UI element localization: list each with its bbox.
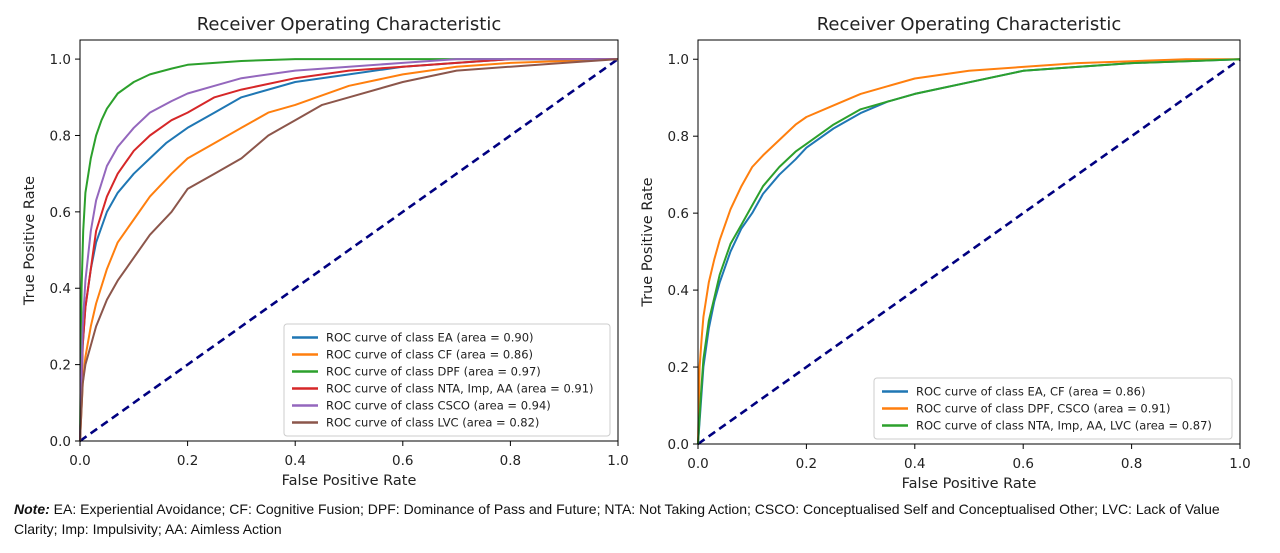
- panel2-diagonal-line: [697, 58, 1241, 446]
- panel2-y-tick-label: 1.0: [668, 52, 689, 68]
- panel2-x-tick-label: 0.4: [904, 456, 925, 472]
- panel1-x-tick-label: 0.4: [284, 453, 305, 469]
- note-text: EA: Experiential Avoidance; CF: Cognitiv…: [14, 501, 1220, 537]
- panel1-x-tick-label: 0.0: [69, 453, 90, 469]
- panel1-x-tick-label: 1.0: [607, 453, 628, 469]
- panel1-legend-label-5: ROC curve of class CSCO (area = 0.94): [326, 399, 551, 413]
- note-label: Note:: [14, 501, 50, 517]
- panel1-axes-frame: [79, 39, 619, 442]
- figure-note: Note: EA: Experiential Avoidance; CF: Co…: [14, 499, 1259, 539]
- panel2-axes-frame: [697, 39, 1241, 445]
- panel2-x-tick-label: 1.0: [1229, 456, 1250, 472]
- panel2-x-tick-label: 0.6: [1012, 456, 1033, 472]
- panel2-x-axis-label: False Positive Rate: [902, 476, 1037, 492]
- panel1-x-axis-label: False Positive Rate: [282, 473, 417, 489]
- panel2-series-2-line: [697, 58, 1240, 445]
- panel2-plot-area: [698, 40, 1240, 444]
- panel1-y-tick-label: 0.8: [50, 128, 71, 144]
- panel2-chart-title: Receiver Operating Characteristic: [817, 14, 1122, 35]
- panel2-legend-label-1: ROC curve of class EA, CF (area = 0.86): [916, 385, 1145, 399]
- panel1-series-4-line: [79, 58, 618, 442]
- panel2-y-tick-label: 0.2: [668, 360, 689, 376]
- panel1-x-tick-label: 0.8: [500, 453, 521, 469]
- panel2-legend-label-3: ROC curve of class NTA, Imp, AA, LVC (ar…: [916, 419, 1212, 433]
- panel1-y-tick-label: 0.0: [50, 434, 71, 450]
- panel1-diagonal-line: [79, 58, 619, 443]
- panel1-y-tick-label: 1.0: [50, 52, 71, 68]
- panel2-x-tick-label: 0.0: [687, 456, 708, 472]
- panel2-legend-label-2: ROC curve of class DPF, CSCO (area = 0.9…: [916, 402, 1171, 416]
- panel1-series-3-line: [79, 58, 618, 442]
- panel1-y-tick-label: 0.2: [50, 358, 71, 374]
- panel2-x-tick-label: 0.2: [796, 456, 817, 472]
- panel1-legend: [283, 323, 611, 437]
- panel2-y-tick-label: 0.0: [668, 437, 689, 453]
- panel1-legend-label-3: ROC curve of class DPF (area = 0.97): [326, 365, 541, 379]
- panel2-y-tick-label: 0.4: [668, 283, 689, 299]
- panel1-legend-label-6: ROC curve of class LVC (area = 0.82): [326, 416, 539, 430]
- roc-figure: 0.0 0.2 0.4 0.6 0.8 1.0 0.0 0.2 0.4 0.6 0.8 1.0 Rece…: [22, 14, 1251, 492]
- panel2-series-3-line: [697, 58, 1241, 445]
- panel1-chart-title: Receiver Operating Characteristic: [197, 14, 502, 35]
- panel1-series-6-line: [79, 58, 619, 442]
- panel2-legend: [873, 377, 1233, 440]
- panel2-y-tick-label: 0.8: [668, 129, 689, 145]
- panel1-y-tick-label: 0.6: [50, 205, 71, 221]
- panel1-x-tick-label: 0.2: [177, 453, 198, 469]
- panel1-series-2-line: [79, 58, 619, 442]
- panel1-y-axis-label: True Positive Rate: [22, 176, 38, 306]
- panel2-y-axis-label: True Positive Rate: [640, 177, 656, 307]
- panel1-legend-label-1: ROC curve of class EA (area = 0.90): [326, 331, 534, 345]
- panel1-y-tick-label: 0.4: [50, 281, 71, 297]
- panel2-x-tick-label: 0.8: [1121, 456, 1142, 472]
- panel1-legend-label-4: ROC curve of class NTA, Imp, AA (area = …: [326, 382, 594, 396]
- panel1-legend-label-2: ROC curve of class CF (area = 0.86): [326, 348, 533, 362]
- panel2-y-tick-label: 0.6: [668, 206, 689, 222]
- panel1-x-tick-label: 0.6: [392, 453, 413, 469]
- panel1-series-5-line: [79, 58, 618, 442]
